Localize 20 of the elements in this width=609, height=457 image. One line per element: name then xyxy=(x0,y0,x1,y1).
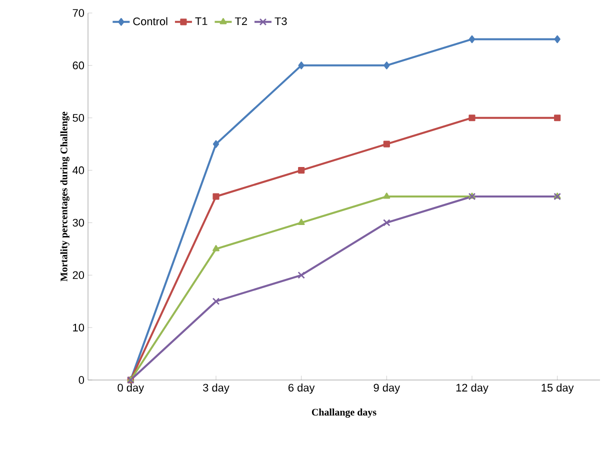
x-tick-label: 3 day xyxy=(203,384,230,394)
y-tick-label: 60 xyxy=(72,62,84,70)
y-tick-label: 40 xyxy=(72,166,84,174)
y-axis-title: Mortality percentages during Challenge xyxy=(60,112,70,282)
x-tick-label: 15 day xyxy=(542,384,574,394)
y-tick-label: 0 xyxy=(78,376,84,384)
y-tick-label: 50 xyxy=(72,114,84,122)
legend-label: Control xyxy=(133,17,168,26)
x-tick-label: 12 day xyxy=(456,384,488,394)
legend-label: T3 xyxy=(274,17,287,26)
x-tick-label: 9 day xyxy=(374,384,400,394)
x-axis-title: Challange days xyxy=(312,408,376,418)
legend-label: T1 xyxy=(195,17,208,25)
x-tick-label: 0 day xyxy=(118,384,144,394)
x-tick-label: 6 day xyxy=(288,384,315,394)
y-tick-label: 30 xyxy=(72,218,84,227)
y-tick-label: 70 xyxy=(72,9,84,17)
y-tick-label: 20 xyxy=(72,271,84,280)
legend-label: T2 xyxy=(234,17,247,25)
y-tick-label: 10 xyxy=(73,324,84,332)
